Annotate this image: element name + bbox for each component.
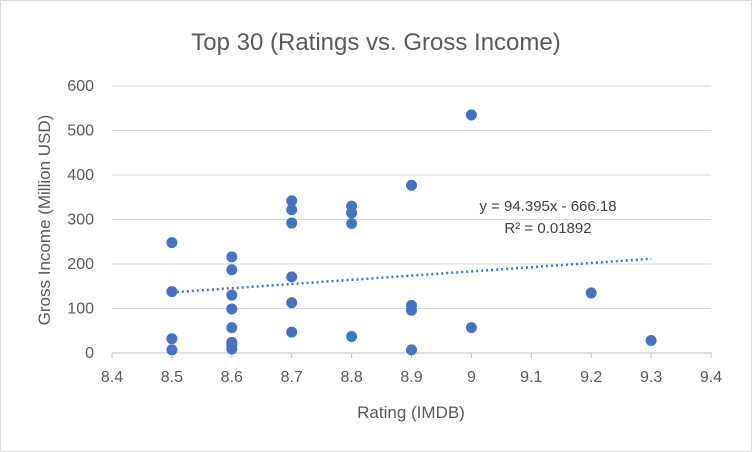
trendline-group: [171, 257, 652, 294]
y-tick-label: 100: [67, 301, 94, 318]
x-tick-label: 8.9: [400, 369, 422, 386]
x-tick-label: 9: [467, 369, 476, 386]
data-point: [465, 109, 477, 121]
data-point: [286, 271, 298, 283]
y-axis-ticks: 0 100 200 300 400 500 600: [67, 78, 94, 362]
x-tick-label: 9.2: [580, 369, 602, 386]
data-point: [585, 287, 597, 299]
data-point: [226, 303, 238, 315]
x-tick-label: 8.6: [221, 369, 243, 386]
data-point: [166, 344, 178, 356]
data-points: [166, 109, 657, 356]
data-point: [166, 286, 178, 298]
data-point: [286, 195, 298, 207]
data-point: [286, 326, 298, 338]
y-tick-label: 200: [67, 256, 94, 273]
chart-title: Top 30 (Ratings vs. Gross Income): [191, 29, 560, 56]
gridlines: [112, 85, 711, 354]
x-tick-label: 8.4: [101, 369, 123, 386]
data-point: [226, 251, 238, 263]
y-tick-label: 500: [67, 123, 94, 140]
x-tick-label: 9.1: [520, 369, 542, 386]
trendline-equation: y = 94.395x - 666.18: [479, 198, 616, 215]
y-tick-label: 400: [67, 167, 94, 184]
data-point: [346, 207, 358, 219]
data-point: [286, 217, 298, 229]
x-tick-label: 8.7: [281, 369, 303, 386]
data-point: [645, 335, 657, 347]
y-tick-label: 600: [67, 78, 94, 95]
x-tick-label: 9.3: [640, 369, 662, 386]
trendline: [171, 257, 652, 294]
data-point: [226, 322, 238, 334]
y-axis-title: Gross Income (Million USD): [35, 115, 54, 326]
x-axis-title: Rating (IMDB): [357, 403, 465, 422]
x-tick-label: 8.5: [161, 369, 183, 386]
data-point: [406, 179, 417, 191]
trendline-r-squared: R² = 0.01892: [504, 220, 591, 237]
data-point: [286, 204, 298, 216]
y-tick-label: 0: [85, 345, 94, 362]
data-point: [346, 331, 358, 343]
x-tick-label: 9.4: [700, 369, 722, 386]
data-point: [226, 343, 238, 355]
data-point: [406, 304, 417, 316]
data-point: [166, 333, 178, 345]
x-tick-label: 8.8: [340, 369, 362, 386]
data-point: [406, 344, 417, 356]
data-point: [166, 237, 178, 249]
data-point: [226, 264, 238, 276]
data-point: [226, 289, 238, 301]
data-point: [465, 322, 477, 334]
data-point: [286, 297, 298, 309]
y-tick-label: 300: [67, 212, 94, 229]
x-axis-ticks: 8.4 8.5 8.6 8.7 8.8 8.9 9 9.1 9.2 9.3 9.4: [101, 353, 722, 386]
data-point: [346, 218, 358, 230]
